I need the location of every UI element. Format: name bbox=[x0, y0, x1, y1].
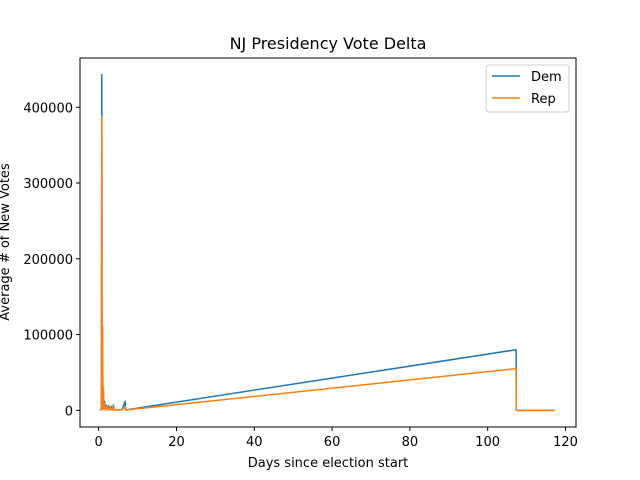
x-tick-label: 0 bbox=[95, 435, 103, 450]
legend-label-dem: Dem bbox=[531, 70, 562, 85]
x-tick-label: 80 bbox=[402, 435, 419, 450]
y-tick-label: 0 bbox=[65, 404, 73, 419]
chart-title: NJ Presidency Vote Delta bbox=[230, 34, 427, 53]
x-tick-label: 120 bbox=[553, 435, 578, 450]
y-tick-label: 100000 bbox=[23, 329, 73, 344]
plot-lines bbox=[99, 73, 555, 412]
y-tick-label: 400000 bbox=[23, 101, 73, 116]
x-tick-label: 20 bbox=[168, 435, 185, 450]
legend: Dem Rep bbox=[485, 64, 570, 113]
y-axis-label: Average # of New Votes bbox=[0, 163, 13, 321]
plot-frame bbox=[79, 57, 577, 428]
series-line-dem bbox=[99, 73, 555, 412]
x-tick-label: 40 bbox=[246, 435, 263, 450]
y-tick-label: 300000 bbox=[23, 177, 73, 192]
x-tick-label: 100 bbox=[475, 435, 500, 450]
series-line-rep bbox=[99, 115, 555, 412]
legend-label-rep: Rep bbox=[531, 92, 556, 107]
y-tick-label: 200000 bbox=[23, 253, 73, 268]
x-axis: 0 20 40 60 80 100 120 bbox=[95, 427, 578, 450]
x-tick-label: 60 bbox=[324, 435, 341, 450]
x-axis-label: Days since election start bbox=[248, 456, 409, 471]
y-axis: 0 100000 200000 300000 400000 bbox=[23, 101, 80, 419]
